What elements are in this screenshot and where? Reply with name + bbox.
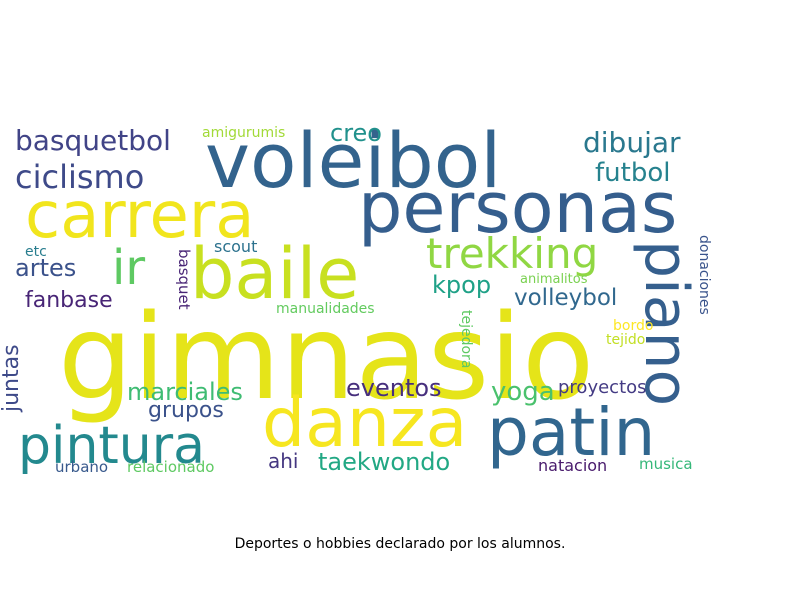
word-carrera: carrera bbox=[25, 179, 254, 253]
word-animalitos: animalitos bbox=[520, 272, 588, 287]
word-scout: scout bbox=[214, 237, 257, 256]
word-basquet: basquet bbox=[175, 249, 193, 310]
word-grupos: grupos bbox=[148, 398, 224, 423]
word-eventos: eventos bbox=[346, 374, 442, 402]
word-voleibol: voleibol bbox=[205, 116, 501, 205]
word-relacionado: relacionado bbox=[127, 458, 214, 476]
word-yoga: yoga bbox=[491, 377, 555, 407]
word-fanbase: fanbase bbox=[25, 288, 113, 313]
word-taekwondo: taekwondo bbox=[318, 448, 450, 476]
word-basquetbol: basquetbol bbox=[15, 124, 171, 157]
word-tejido: tejido bbox=[606, 332, 645, 348]
word-juntas: juntas bbox=[0, 344, 24, 413]
word-artes: artes bbox=[15, 254, 76, 282]
word-dibujar: dibujar bbox=[583, 126, 681, 159]
word-ahi: ahi bbox=[268, 449, 299, 473]
word-creo: creo bbox=[330, 119, 382, 147]
word-baile: baile bbox=[190, 233, 359, 315]
word-tejedora: tejedora bbox=[458, 310, 474, 368]
word-marciales: marciales bbox=[127, 378, 243, 406]
word-ciclismo: ciclismo bbox=[15, 158, 144, 196]
word-personas: personas bbox=[358, 167, 677, 249]
word-urbano: urbano bbox=[55, 458, 108, 476]
word-musica: musica bbox=[639, 455, 693, 473]
figure-caption: Deportes o hobbies declarado por los alu… bbox=[234, 536, 566, 552]
word-etc: etc bbox=[25, 244, 47, 260]
word-proyectos: proyectos bbox=[558, 377, 647, 398]
word-kpop: kpop bbox=[432, 271, 491, 299]
word-patin: patin bbox=[487, 394, 655, 471]
word-danza: danza bbox=[262, 384, 467, 463]
word-amigurumis: amigurumis bbox=[202, 125, 285, 141]
word-trekking: trekking bbox=[426, 229, 598, 278]
word-donaciones: donaciones bbox=[696, 235, 712, 315]
word-pintura: pintura bbox=[18, 416, 205, 476]
word-volleybol: volleybol bbox=[514, 285, 617, 311]
word-gimnasio: gimnasio bbox=[58, 288, 594, 426]
word-piano: piano bbox=[631, 240, 701, 406]
word-manualidades: manualidades bbox=[276, 301, 375, 317]
word-futbol: futbol bbox=[595, 158, 670, 188]
word-ir: ir bbox=[112, 240, 145, 296]
word-bordo: bordo bbox=[613, 318, 653, 334]
word-natacion: natacion bbox=[538, 456, 607, 475]
